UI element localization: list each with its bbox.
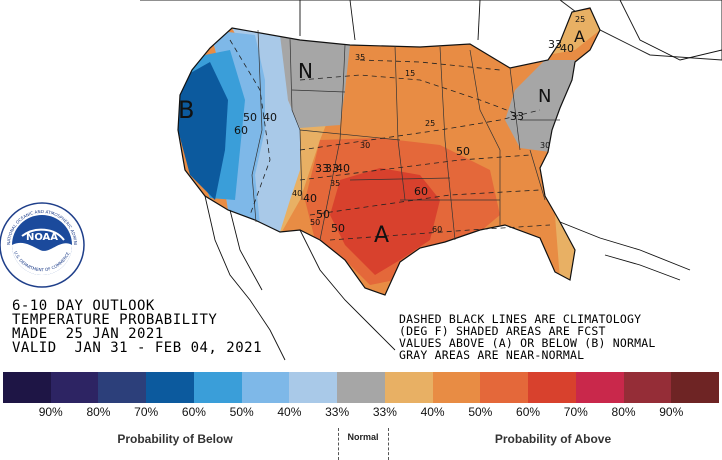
above-caption: Probability of Above [494,432,612,446]
legend-percent-label: 33% [325,405,350,419]
note-line-2: (DEG F) SHADED AREAS ARE FCST [399,324,606,338]
contour-label: 40 [336,162,350,175]
legend-percent-label: 50% [468,405,493,419]
noaa-logo-text: NOAA [26,232,58,243]
legend-percent-label: 80% [86,405,111,419]
legend-percent-label: 60% [181,405,206,419]
below-letter-label: B [178,96,194,124]
contour-label: 50 [310,218,320,227]
contour-label: 50 [456,145,470,158]
legend-percent-label: 70% [563,405,588,419]
title-line-1: 6-10 DAY OUTLOOK [12,298,155,314]
legend-swatch [146,372,194,403]
noaa-logo: NOAA NATIONAL OCEANIC AND ATMOSPHERIC AD… [0,0,85,288]
legend-percent-label: 40% [420,405,445,419]
normal-letter-label: N [298,59,313,83]
legend-percent-label: 70% [134,405,159,419]
legend-percent-label: 40% [277,405,302,419]
legend-percent-label: 90% [659,405,684,419]
contour-label: 40 [263,111,277,124]
legend-swatch [575,372,624,403]
contour-label: 50 [243,111,257,124]
contour-label: 60 [234,124,248,137]
title-line-3: MADE 25 JAN 2021 [12,326,164,342]
contour-label: 15 [405,69,415,78]
normal-caption: Normal [347,432,379,442]
normal-divider-right [388,428,389,460]
legend-swatch [384,372,433,403]
legend-percent-label: 80% [611,405,636,419]
title-line-2: TEMPERATURE PROBABILITY [12,312,218,328]
legend-swatch [3,372,51,403]
contour-label: 30 [360,141,370,150]
contour-label: 50 [316,208,330,221]
contour-label: 40 [303,192,317,205]
contour-label: 33 [510,110,524,123]
legend-swatch [432,372,481,403]
title-line-4: VALID JAN 31 - FEB 04, 2021 [12,340,263,356]
note-line-1: DASHED BLACK LINES ARE CLIMATOLOGY [399,312,642,326]
contour-label: 60 [414,185,428,198]
above-letter-ne-label: A [574,27,585,46]
contour-label: 60 [432,225,442,234]
legend-swatch [98,372,147,403]
legend-percent-label: 60% [516,405,541,419]
contour-label: 35 [355,53,365,62]
contour-label: 33 [325,162,339,175]
contour-label: 40 [292,189,302,198]
legend-percent-label: 90% [38,405,63,419]
contour-label: 30 [540,141,550,150]
above-letter-label: A [374,223,389,248]
contour-label: 33 [315,162,329,175]
note-line-3: VALUES ABOVE (A) OR BELOW (B) NORMAL [399,336,656,350]
legend-swatch [193,372,242,403]
legend-swatch [50,372,99,403]
contour-label: 25 [425,119,435,128]
contour-label: 40 [560,42,574,55]
legend-percent-label: 50% [229,405,254,419]
legend-swatch [623,372,672,403]
temperature-outlook-map: B N N A A 50 40 60 50 40 33 33 33 40 50 … [0,0,722,361]
legend-swatch [241,372,290,403]
legend-notes: DASHED BLACK LINES ARE CLIMATOLOGY (DEG … [399,313,655,361]
note-line-4: GRAY AREAS ARE NEAR-NORMAL [399,348,585,362]
normal-divider-left [338,428,339,460]
legend-color-bar [3,372,720,403]
legend-swatch [528,372,576,403]
contour-label: 35 [330,179,340,188]
legend-swatch [337,372,385,403]
outlook-title-block: 6-10 DAY OUTLOOK TEMPERATURE PROBABILITY… [12,299,262,355]
legend-swatch [671,372,720,403]
legend-swatch [480,372,529,403]
legend-percent-label: 33% [372,405,397,419]
legend-swatch [289,372,338,403]
contour-label: 33 [548,38,562,51]
probability-legend: 90% 80% 70% 60% 50% 40% 33% 33% 40% 50% 60% 70% 80% 9… [0,372,722,460]
contour-label: 25 [575,15,585,24]
contour-label: 50 [331,222,345,235]
normal-letter-east-label: N [538,86,551,107]
below-caption: Probability of Below [117,432,233,446]
